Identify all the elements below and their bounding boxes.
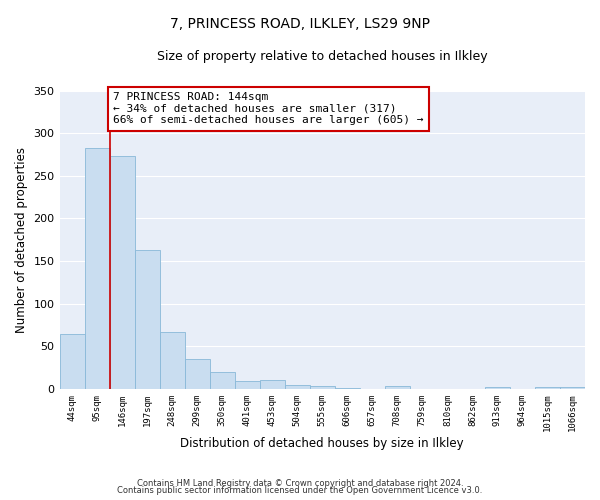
Bar [335, 388, 360, 389]
Bar [535, 388, 560, 389]
Bar [160, 332, 185, 389]
Bar [59, 334, 85, 389]
Text: Contains HM Land Registry data © Crown copyright and database right 2024.: Contains HM Land Registry data © Crown c… [137, 478, 463, 488]
Text: 7 PRINCESS ROAD: 144sqm
← 34% of detached houses are smaller (317)
66% of semi-d: 7 PRINCESS ROAD: 144sqm ← 34% of detache… [113, 92, 424, 126]
Bar [560, 388, 585, 389]
Bar [385, 386, 410, 389]
Title: Size of property relative to detached houses in Ilkley: Size of property relative to detached ho… [157, 50, 488, 63]
Bar [85, 148, 110, 389]
Bar [260, 380, 285, 389]
Text: Contains public sector information licensed under the Open Government Licence v3: Contains public sector information licen… [118, 486, 482, 495]
Bar [110, 156, 134, 389]
Y-axis label: Number of detached properties: Number of detached properties [15, 147, 28, 333]
Bar [485, 388, 510, 389]
Bar [209, 372, 235, 389]
Bar [310, 386, 335, 389]
Bar [235, 382, 260, 389]
X-axis label: Distribution of detached houses by size in Ilkley: Distribution of detached houses by size … [181, 437, 464, 450]
Bar [185, 359, 209, 389]
Bar [285, 384, 310, 389]
Text: 7, PRINCESS ROAD, ILKLEY, LS29 9NP: 7, PRINCESS ROAD, ILKLEY, LS29 9NP [170, 18, 430, 32]
Bar [134, 250, 160, 389]
